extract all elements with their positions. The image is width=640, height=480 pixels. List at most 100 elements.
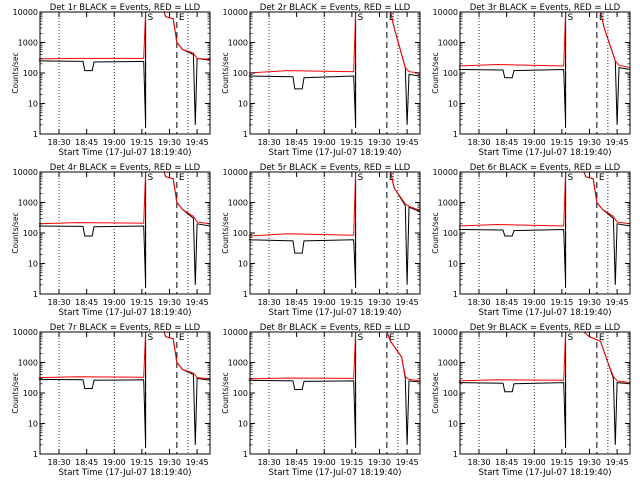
x-tick-label: 19:15	[550, 298, 573, 307]
x-tick-label: 19:30	[368, 458, 391, 467]
marker-label-S: S	[148, 333, 154, 343]
y-tick-label: 1	[453, 450, 458, 459]
y-tick-label: 1	[243, 130, 248, 139]
x-tick-label: 19:30	[158, 458, 181, 467]
x-tick-label: 18:45	[495, 298, 518, 307]
y-tick-label: 10000	[13, 328, 38, 337]
x-tick-label: 18:45	[285, 458, 308, 467]
y-tick-label: 10	[448, 260, 458, 269]
x-tick-label: 19:45	[606, 298, 629, 307]
panel-title: Det 9r BLACK = Events, RED = LLD	[470, 323, 621, 333]
panel-title: Det 4r BLACK = Events, RED = LLD	[50, 163, 201, 173]
x-axis-label: Start Time (17-Jul-07 18:19:40)	[269, 468, 402, 478]
x-tick-label: 18:45	[495, 138, 518, 147]
y-tick-label: 1000	[18, 359, 38, 368]
x-tick-label: 19:15	[130, 458, 153, 467]
x-tick-label: 19:15	[550, 138, 573, 147]
x-tick-label: 18:30	[47, 298, 70, 307]
x-tick-label: 18:45	[75, 138, 98, 147]
y-tick-label: 10000	[223, 168, 248, 177]
y-tick-label: 100	[23, 69, 38, 78]
plot-frame	[39, 171, 211, 295]
x-tick-label: 19:30	[158, 138, 181, 147]
x-tick-label: 19:00	[523, 138, 546, 147]
y-tick-label: 10000	[433, 168, 458, 177]
x-axis-label: Start Time (17-Jul-07 18:19:40)	[59, 468, 192, 478]
series-line-lld	[38, 171, 211, 225]
x-axis-label: Start Time (17-Jul-07 18:19:40)	[59, 148, 192, 158]
x-tick-label: 19:15	[130, 138, 153, 147]
series-line-events	[38, 171, 211, 285]
y-tick-label: 100	[233, 69, 248, 78]
marker-label-S: S	[358, 173, 364, 183]
x-tick-label: 19:00	[313, 458, 336, 467]
series-line-lld	[38, 11, 211, 60]
panel-title: Det 8r BLACK = Events, RED = LLD	[260, 323, 411, 333]
x-tick-label: 18:30	[257, 298, 280, 307]
x-axis-label: Start Time (17-Jul-07 18:19:40)	[59, 308, 192, 318]
y-tick-label: 10	[238, 420, 248, 429]
series-line-events	[248, 331, 421, 445]
x-tick-label: 18:30	[467, 458, 490, 467]
y-axis-label: Counts/sec	[11, 372, 20, 413]
x-tick-label: 18:45	[75, 458, 98, 467]
x-axis-label: Start Time (17-Jul-07 18:19:40)	[479, 148, 612, 158]
panel-title: Det 7r BLACK = Events, RED = LLD	[50, 323, 201, 333]
x-axis-label: Start Time (17-Jul-07 18:19:40)	[479, 308, 612, 318]
x-tick-label: 19:30	[368, 138, 391, 147]
x-tick-label: 19:00	[523, 458, 546, 467]
x-tick-label: 19:00	[103, 458, 126, 467]
x-tick-label: 19:45	[186, 458, 209, 467]
x-tick-label: 18:45	[285, 298, 308, 307]
x-tick-label: 18:45	[75, 298, 98, 307]
y-tick-label: 1	[243, 450, 248, 459]
x-tick-label: 19:15	[340, 138, 363, 147]
marker-label-E: E	[179, 173, 185, 183]
marker-label-E: E	[599, 173, 605, 183]
marker-label-S: S	[358, 13, 364, 23]
y-tick-label: 1000	[438, 199, 458, 208]
y-tick-label: 10000	[223, 328, 248, 337]
x-tick-label: 19:00	[103, 138, 126, 147]
series-line-events	[248, 171, 421, 285]
y-tick-label: 1	[243, 290, 248, 299]
series-line-events	[458, 11, 631, 125]
y-axis-label: Counts/sec	[431, 372, 440, 413]
x-tick-label: 19:00	[313, 298, 336, 307]
y-tick-label: 10000	[433, 8, 458, 17]
y-tick-label: 100	[443, 229, 458, 238]
y-tick-label: 10	[238, 260, 248, 269]
x-tick-label: 18:30	[467, 298, 490, 307]
y-axis-label: Counts/sec	[431, 212, 440, 253]
x-tick-label: 19:00	[523, 298, 546, 307]
series-line-lld	[38, 331, 211, 380]
y-tick-label: 1000	[438, 39, 458, 48]
x-tick-label: 19:45	[396, 458, 419, 467]
panel-title: Det 5r BLACK = Events, RED = LLD	[260, 163, 411, 173]
x-tick-label: 18:30	[47, 138, 70, 147]
x-tick-label: 19:30	[578, 458, 601, 467]
x-tick-label: 19:30	[368, 298, 391, 307]
y-tick-label: 1000	[228, 39, 248, 48]
x-tick-label: 18:45	[495, 458, 518, 467]
y-axis-label: Counts/sec	[221, 212, 230, 253]
y-tick-label: 1000	[18, 39, 38, 48]
x-tick-label: 18:30	[257, 138, 280, 147]
panel-title: Det 3r BLACK = Events, RED = LLD	[470, 3, 621, 13]
y-tick-label: 1000	[228, 199, 248, 208]
y-tick-label: 100	[233, 389, 248, 398]
series-line-events	[248, 11, 421, 125]
y-tick-label: 10000	[13, 8, 38, 17]
series-line-events	[38, 11, 211, 125]
y-tick-label: 10	[448, 420, 458, 429]
marker-label-S: S	[568, 13, 574, 23]
marker-label-E: E	[179, 13, 185, 23]
plot-frame	[249, 331, 421, 455]
